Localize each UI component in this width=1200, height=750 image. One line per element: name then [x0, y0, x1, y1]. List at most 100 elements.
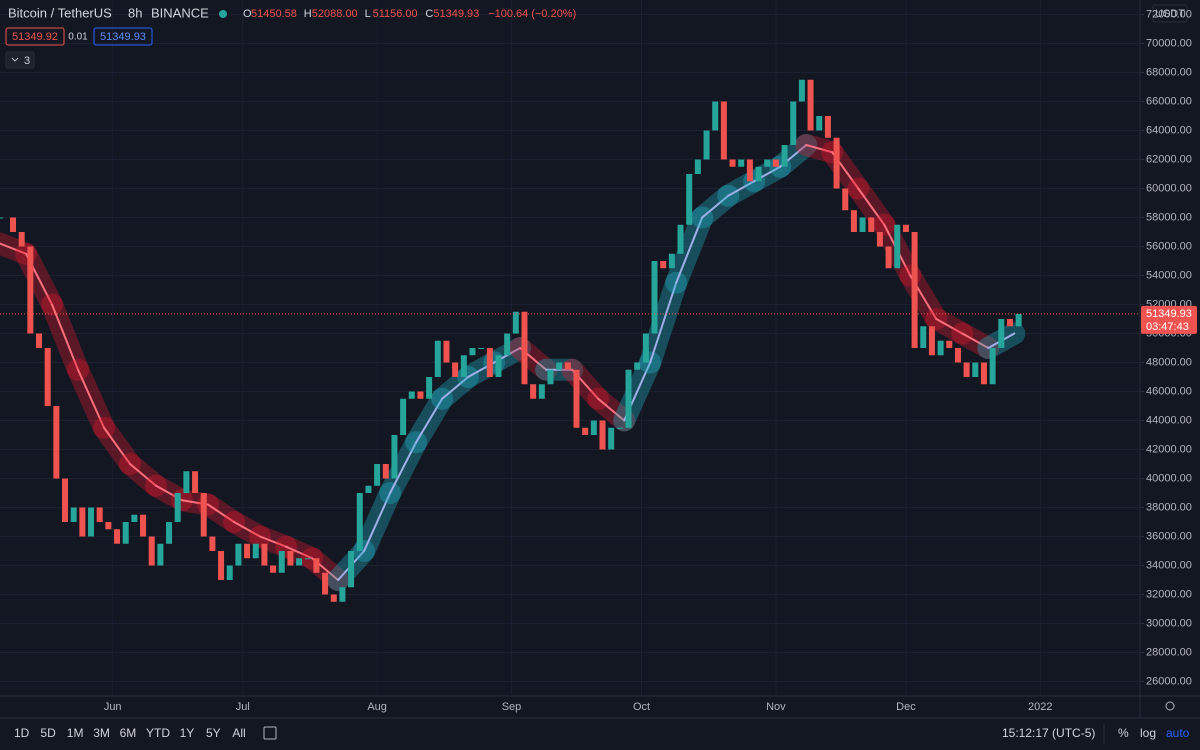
symbol[interactable]: Bitcoin / TetherUS [8, 5, 112, 20]
candle [712, 101, 719, 131]
candle [824, 116, 831, 138]
ohlc-key: C [425, 8, 433, 20]
candle [504, 333, 511, 356]
sell-price[interactable]: 51349.92 [12, 31, 58, 43]
ohlc-key: O [243, 8, 252, 20]
candle [920, 326, 927, 348]
candle [512, 311, 519, 334]
candle [62, 478, 69, 522]
buy-button[interactable] [93, 27, 153, 46]
clock: 15:12:17 (UTC-5) [1002, 726, 1095, 740]
candle [304, 558, 311, 560]
candle [556, 362, 563, 370]
candle [790, 101, 797, 145]
x-tick-label: Jul [236, 701, 250, 713]
candle [660, 261, 667, 269]
candle [590, 420, 597, 435]
y-tick-label: 34000.00 [1146, 559, 1192, 571]
ma-line [207, 503, 236, 523]
candle [686, 174, 693, 225]
y-tick-label: 40000.00 [1146, 472, 1192, 484]
candle [911, 232, 918, 348]
candle [400, 398, 407, 435]
candle [53, 406, 60, 479]
candle [226, 565, 233, 580]
ma-line [285, 545, 314, 560]
range-button[interactable]: All [232, 726, 245, 740]
candle [252, 543, 259, 559]
candle [244, 543, 251, 559]
range-button[interactable]: 5D [40, 726, 56, 740]
candle [599, 420, 606, 450]
ohlc-key: L [365, 8, 371, 20]
range-button[interactable]: 6M [120, 726, 137, 740]
range-button[interactable]: 1D [14, 726, 30, 740]
exchange: BINANCE [151, 5, 209, 20]
candle [1006, 319, 1013, 327]
ma-line [389, 441, 418, 494]
ma-line [77, 368, 106, 429]
candle [998, 319, 1005, 348]
candle [876, 232, 883, 247]
ma-line [727, 180, 756, 197]
candle [859, 217, 866, 232]
percent-toggle[interactable]: % [1118, 726, 1129, 740]
candle [356, 493, 363, 551]
interval[interactable]: 8h [128, 5, 142, 20]
ma-line [233, 521, 262, 538]
candle [209, 536, 216, 551]
ma-line [805, 144, 834, 154]
ma-line [701, 194, 730, 219]
candle [989, 348, 996, 385]
countdown-label: 03:47:43 [1146, 321, 1189, 333]
ma-line [597, 397, 626, 422]
candle [694, 159, 701, 174]
market-status [219, 10, 227, 18]
range-button[interactable]: 5Y [206, 726, 221, 740]
x-tick-label: Oct [633, 701, 650, 713]
auto-toggle[interactable]: auto [1166, 726, 1190, 740]
ma-line [649, 281, 678, 364]
settings-icon[interactable] [1165, 701, 1175, 711]
candle [972, 362, 979, 377]
change: −100.64 (−0.20%) [488, 8, 576, 20]
candle [417, 391, 424, 399]
candle [88, 507, 95, 537]
candle [339, 587, 346, 602]
currency[interactable]: USDT [1155, 8, 1185, 20]
candle [530, 384, 537, 399]
candle [902, 224, 909, 232]
candle [538, 384, 545, 399]
date-range-icon[interactable] [263, 726, 277, 740]
candle [235, 543, 242, 566]
chevron-icon [11, 57, 19, 62]
indicator-count[interactable]: 3 [24, 55, 30, 67]
range-button[interactable]: 1M [67, 726, 84, 740]
buy-price[interactable]: 51349.93 [100, 31, 146, 43]
candle [408, 391, 415, 399]
candle [478, 348, 485, 349]
ma-line [259, 535, 288, 548]
candle [460, 355, 467, 377]
y-tick-label: 46000.00 [1146, 385, 1192, 397]
range-button[interactable]: YTD [146, 726, 170, 740]
sell-button[interactable] [5, 27, 65, 46]
candle [382, 464, 389, 479]
x-tick-label: 2022 [1028, 701, 1052, 713]
candle [96, 507, 103, 522]
candle [582, 427, 589, 435]
candle [798, 79, 805, 102]
ohlc-value: 51156.00 [373, 8, 418, 20]
currency-box[interactable] [1152, 4, 1188, 23]
ohlc-value: 52088.00 [312, 8, 358, 20]
candle [668, 253, 675, 269]
range-button[interactable]: 1Y [180, 726, 195, 740]
ohlc-value: 51349.93 [433, 8, 479, 20]
candle [781, 145, 788, 167]
indicators-toggle[interactable] [5, 51, 35, 69]
candle [980, 362, 987, 385]
range-button[interactable]: 3M [93, 726, 110, 740]
candle [79, 507, 86, 537]
log-toggle[interactable]: log [1140, 726, 1156, 740]
